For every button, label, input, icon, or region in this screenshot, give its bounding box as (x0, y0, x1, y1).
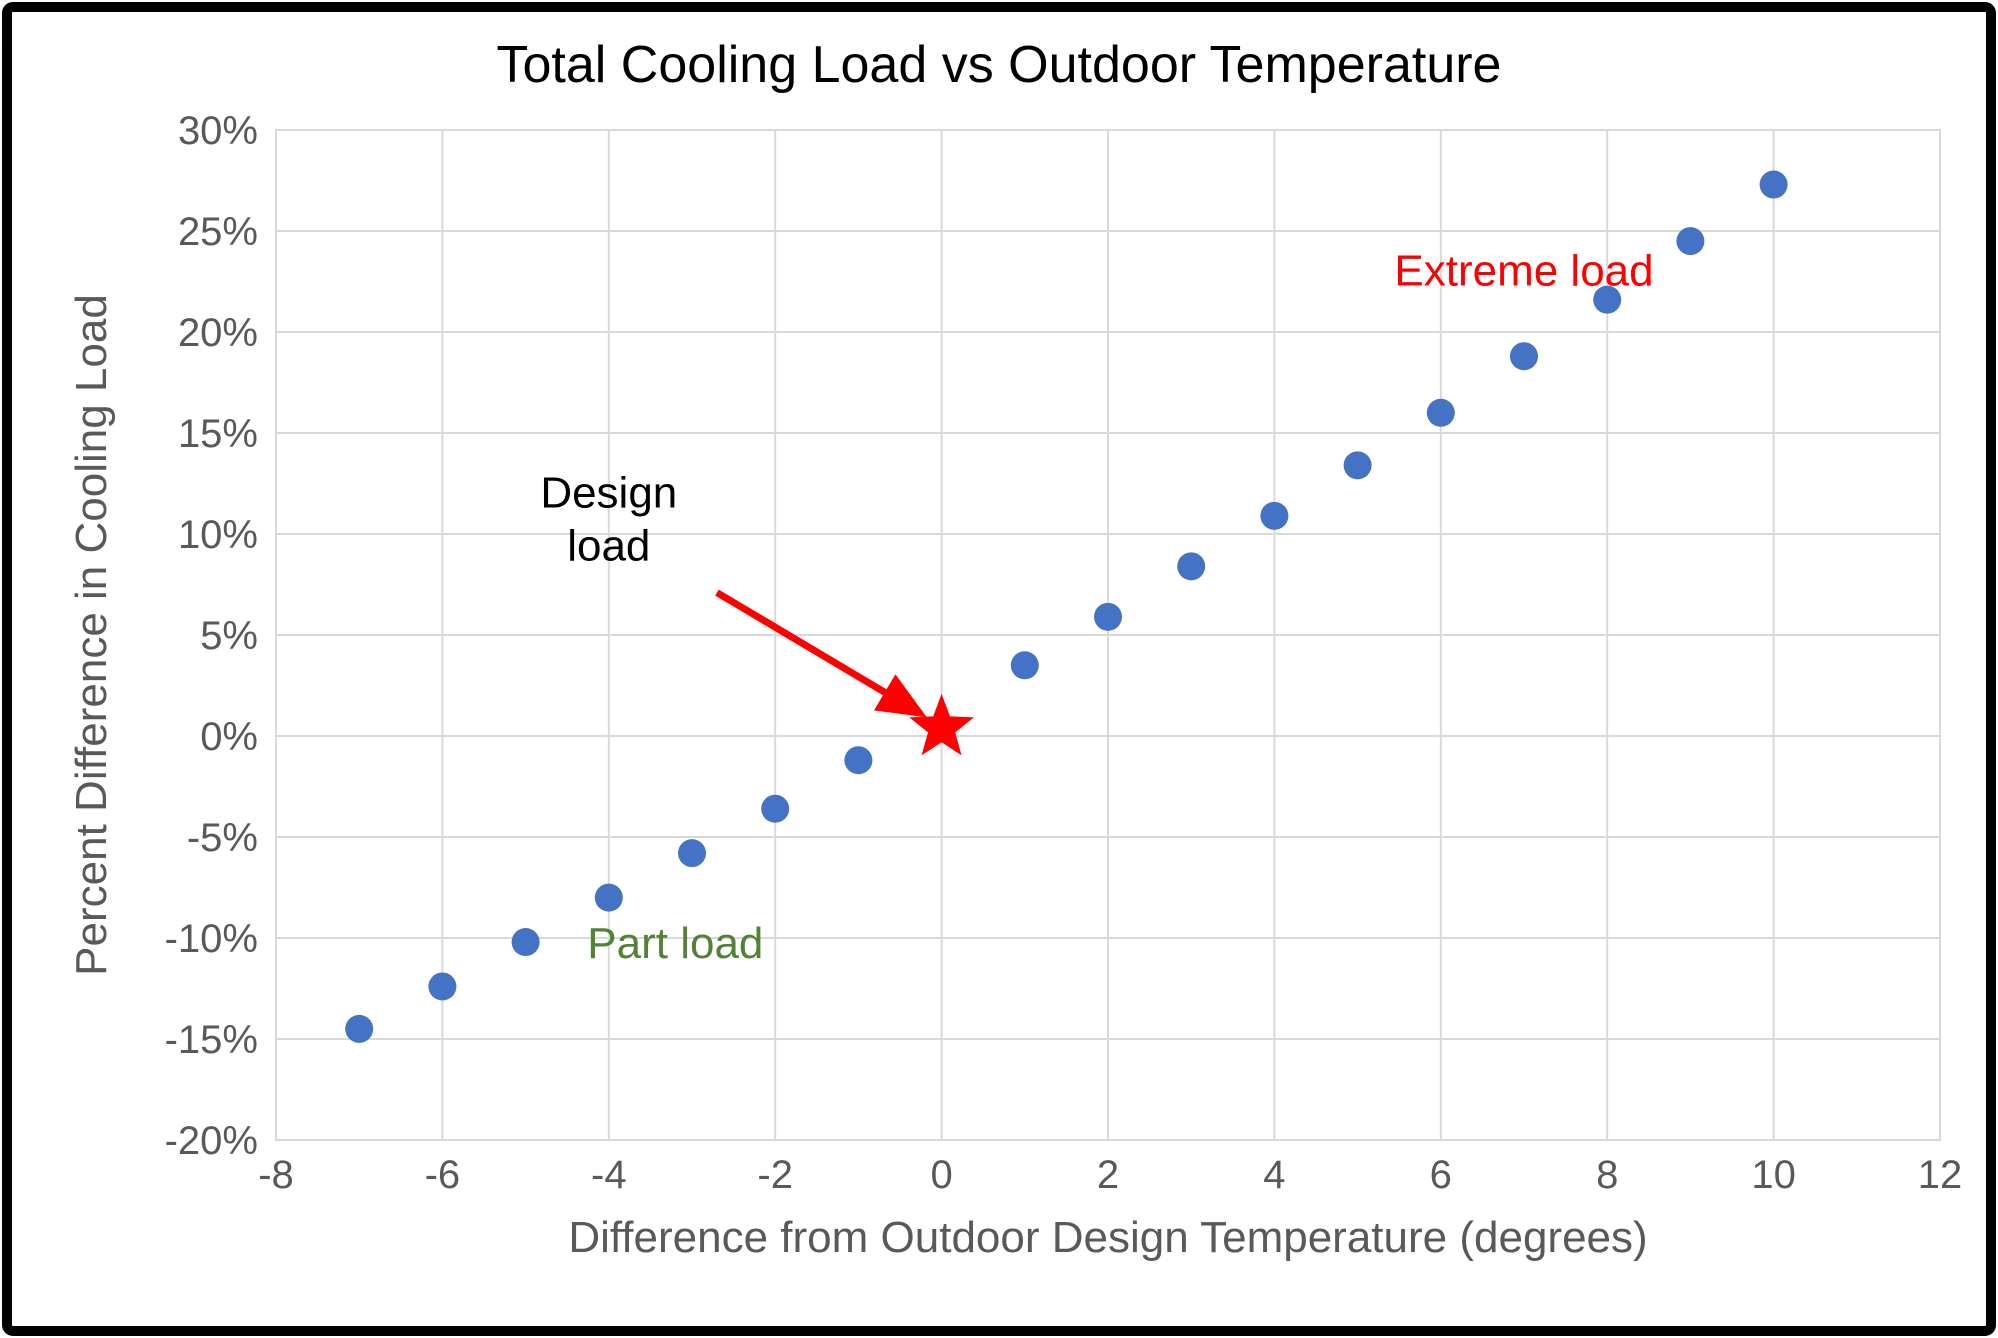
data-point (1427, 399, 1455, 427)
x-axis-label: Difference from Outdoor Design Temperatu… (568, 1213, 1647, 1262)
chart-frame: Total Cooling Load vs Outdoor Temperatur… (0, 0, 1998, 1338)
data-point (512, 928, 540, 956)
x-tick-label: -6 (425, 1153, 461, 1197)
design-load-label-1: Design (540, 469, 677, 518)
x-tick-label: 12 (1918, 1153, 1963, 1197)
y-tick-label: -15% (165, 1018, 258, 1062)
data-point (1260, 502, 1288, 530)
y-tick-label: 0% (200, 715, 258, 759)
x-tick-label: 2 (1097, 1153, 1119, 1197)
x-tick-label: 4 (1263, 1153, 1285, 1197)
chart-title: Total Cooling Load vs Outdoor Temperatur… (497, 36, 1502, 94)
y-tick-label: 25% (178, 210, 258, 254)
y-tick-label: 10% (178, 513, 258, 557)
data-point (1011, 651, 1039, 679)
data-point (1177, 552, 1205, 580)
y-tick-label: 15% (178, 412, 258, 456)
y-axis-label: Percent Difference in Cooling Load (67, 294, 116, 976)
x-tick-label: 0 (930, 1153, 952, 1197)
data-point (761, 795, 789, 823)
y-tick-label: -5% (187, 816, 258, 860)
data-point (595, 884, 623, 912)
y-tick-label: -10% (165, 917, 258, 961)
data-point (1344, 451, 1372, 479)
data-point (1510, 342, 1538, 370)
x-tick-label: -2 (757, 1153, 793, 1197)
x-tick-label: 6 (1430, 1153, 1452, 1197)
x-tick-label: 8 (1596, 1153, 1618, 1197)
y-tick-label: 30% (178, 109, 258, 153)
design-load-label-2: load (567, 521, 650, 570)
x-tick-label: -4 (591, 1153, 627, 1197)
y-tick-label: 5% (200, 614, 258, 658)
data-point (844, 746, 872, 774)
data-point (345, 1015, 373, 1043)
cooling-load-chart: Total Cooling Load vs Outdoor Temperatur… (0, 0, 1998, 1338)
data-point (1760, 171, 1788, 199)
data-point (428, 972, 456, 1000)
data-point (1094, 603, 1122, 631)
x-tick-label: 10 (1751, 1153, 1796, 1197)
x-tick-label: -8 (258, 1153, 294, 1197)
y-tick-label: -20% (165, 1119, 258, 1163)
data-point (1676, 227, 1704, 255)
y-tick-label: 20% (178, 311, 258, 355)
data-point (678, 839, 706, 867)
part-load-label: Part load (587, 919, 763, 968)
extreme-load-label: Extreme load (1394, 247, 1653, 296)
